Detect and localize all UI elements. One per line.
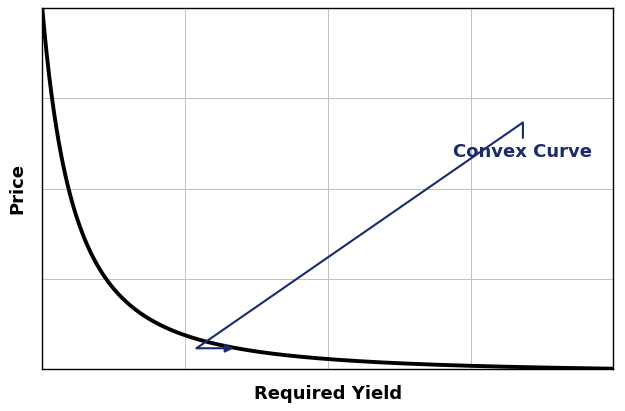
- Y-axis label: Price: Price: [8, 163, 26, 214]
- X-axis label: Required Yield: Required Yield: [254, 385, 402, 403]
- Text: Convex Curve: Convex Curve: [196, 122, 592, 351]
